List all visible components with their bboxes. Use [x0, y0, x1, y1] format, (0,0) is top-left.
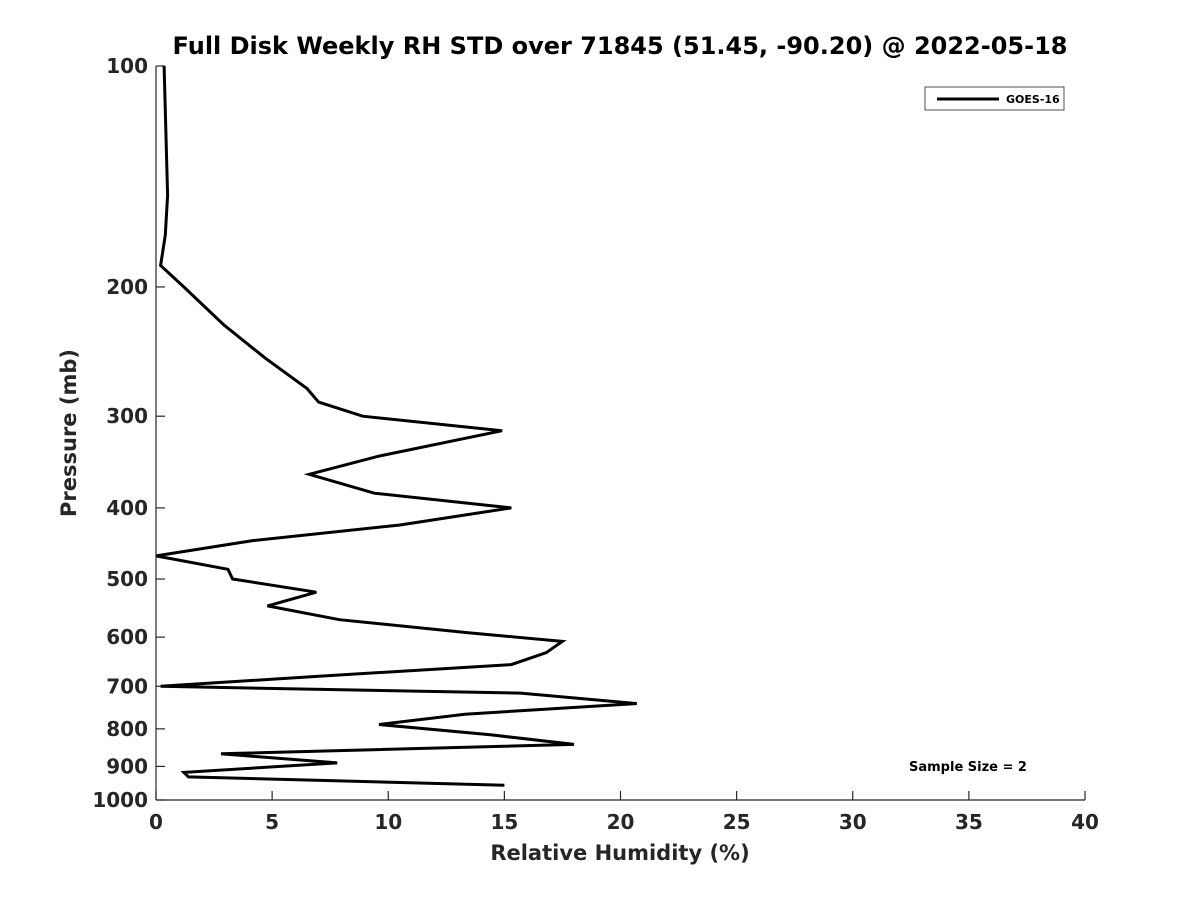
y-tick-label: 100: [106, 54, 148, 78]
series-layer: [155, 65, 637, 787]
y-tick-label: 300: [106, 404, 148, 428]
axes-frame: [155, 66, 1085, 801]
x-tick-label: 20: [607, 810, 635, 834]
legend-label: GOES-16: [1006, 93, 1060, 106]
legend: GOES-16: [924, 86, 1065, 111]
y-tick-label: 400: [106, 496, 148, 520]
x-tick-label: 25: [723, 810, 751, 834]
x-tick-label: 40: [1071, 810, 1099, 834]
y-tick-label: 800: [106, 717, 148, 741]
y-tick-label: 1000: [92, 788, 148, 812]
y-tick-label: 700: [106, 674, 148, 698]
y-tick-label: 900: [106, 754, 148, 778]
x-tick-label: 30: [839, 810, 867, 834]
x-tick-label: 10: [374, 810, 402, 834]
x-tick-label: 15: [490, 810, 518, 834]
y-axis-label: Pressure (mb): [57, 349, 81, 517]
chart-title: Full Disk Weekly RH STD over 71845 (51.4…: [173, 32, 1068, 60]
x-axis-label: Relative Humidity (%): [490, 841, 749, 865]
x-tick-label: 5: [265, 810, 279, 834]
y-tick-label: 200: [106, 275, 148, 299]
x-tick-label: 0: [149, 810, 163, 834]
sample-size-annotation: Sample Size = 2: [909, 760, 1027, 775]
series-line-goes-16: [155, 65, 637, 787]
ticks-layer: 0 5 10 15 20 25 30 35 40 100 200 300 400 500 600 700 800…: [92, 54, 1099, 834]
y-tick-label: 600: [106, 625, 148, 649]
y-tick-label: 500: [106, 567, 148, 591]
x-tick-label: 35: [955, 810, 983, 834]
